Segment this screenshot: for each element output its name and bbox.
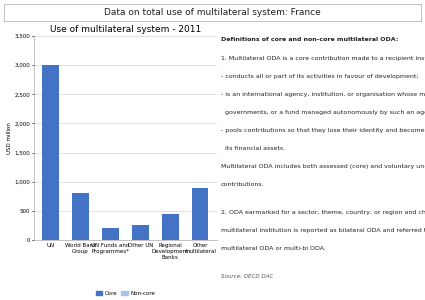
Text: multilateral institution is reported as bilateral ODA and referred to as non-cor: multilateral institution is reported as …	[221, 228, 425, 233]
Text: its financial assets.: its financial assets.	[221, 146, 285, 152]
Text: 1. Multilateral ODA is a core contribution made to a recipient institution that:: 1. Multilateral ODA is a core contributi…	[221, 56, 425, 61]
Text: Data on total use of multilateral system: France: Data on total use of multilateral system…	[104, 8, 321, 17]
Text: Source: OECD DAC: Source: OECD DAC	[221, 274, 273, 279]
Y-axis label: USD million: USD million	[7, 122, 12, 154]
Bar	[162, 214, 178, 240]
Text: - pools contributions so that they lose their identity and become an integral pa: - pools contributions so that they lose …	[221, 128, 425, 134]
Text: - conducts all or part of its activities in favour of development;: - conducts all or part of its activities…	[221, 74, 419, 80]
Text: governments, or a fund managed autonomously by such an agency;: governments, or a fund managed autonomou…	[221, 110, 425, 116]
Title: Use of multilateral system - 2011: Use of multilateral system - 2011	[50, 25, 201, 34]
Bar	[72, 194, 89, 240]
Text: 2. ODA earmarked for a sector, theme, country, or region and channelled through : 2. ODA earmarked for a sector, theme, co…	[221, 210, 425, 215]
Bar	[102, 228, 119, 240]
Text: Definitions of core and non-core multilateral ODA:: Definitions of core and non-core multila…	[221, 37, 398, 42]
Text: Multilateral ODA includes both assessed (core) and voluntary un-earmarked: Multilateral ODA includes both assessed …	[221, 164, 425, 169]
Bar	[132, 225, 149, 240]
Bar	[42, 65, 59, 240]
Bar	[192, 188, 208, 240]
Text: multilateral ODA or multi-bi ODA.: multilateral ODA or multi-bi ODA.	[221, 246, 326, 251]
Legend: Core, Non-core: Core, Non-core	[94, 289, 157, 298]
Text: - is an international agency, institution, or organisation whose members are: - is an international agency, institutio…	[221, 92, 425, 98]
Text: contributions.: contributions.	[221, 182, 265, 188]
